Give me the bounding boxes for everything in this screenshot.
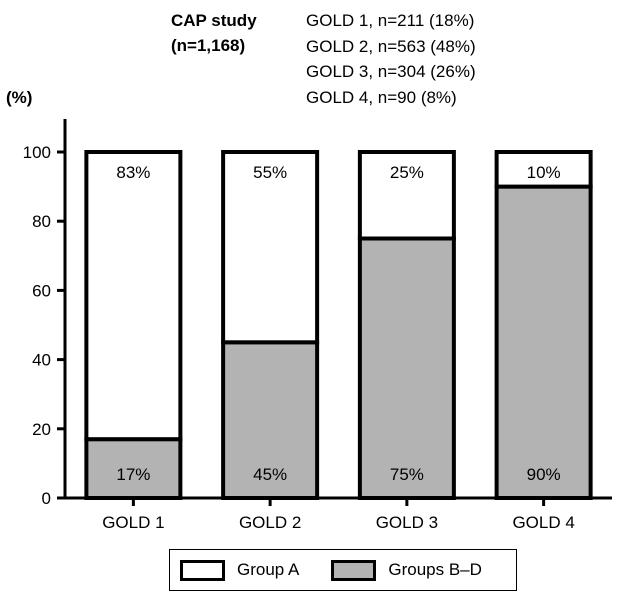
study-title-line1: CAP study bbox=[171, 11, 257, 30]
legend-item-groups-b-d: Groups B–D bbox=[331, 559, 482, 581]
legend: Group A Groups B–D bbox=[169, 549, 517, 591]
group-count-gold2: GOLD 2, n=563 (48%) bbox=[306, 36, 476, 56]
bar-data-label: 45% bbox=[253, 465, 287, 484]
x-tick-label: GOLD 2 bbox=[239, 513, 301, 532]
bar-data-label: 17% bbox=[116, 465, 150, 484]
bar-segment bbox=[221, 150, 320, 345]
legend-swatch-groups-b-d bbox=[331, 559, 377, 581]
bar-segment bbox=[84, 150, 183, 442]
bar-segment bbox=[494, 184, 593, 500]
x-tick-label: GOLD 4 bbox=[512, 513, 574, 532]
y-tick-label: 0 bbox=[42, 489, 51, 508]
y-tick-label: 100 bbox=[23, 143, 51, 162]
bar-segment bbox=[357, 150, 456, 241]
bar-segment bbox=[357, 236, 456, 500]
bar-data-label: 25% bbox=[390, 163, 424, 182]
study-title-line2: (n=1,168) bbox=[171, 36, 246, 55]
group-count-gold4: GOLD 4, n=90 (8%) bbox=[306, 87, 457, 107]
x-tick-label: GOLD 1 bbox=[102, 513, 164, 532]
bar-data-label: 10% bbox=[527, 163, 561, 182]
group-count-gold3: GOLD 3, n=304 (26%) bbox=[306, 62, 476, 81]
legend-item-group-a: Group A bbox=[180, 559, 300, 581]
study-title: CAP study (n=1,168) bbox=[171, 8, 257, 58]
bar-segment bbox=[494, 150, 593, 189]
y-tick-label: 20 bbox=[32, 420, 51, 439]
group-count-gold1: GOLD 1, n=211 (18%) bbox=[306, 11, 475, 30]
legend-label-group-a: Group A bbox=[237, 560, 300, 579]
bar-data-label: 55% bbox=[253, 163, 287, 182]
bar-segment bbox=[221, 340, 320, 500]
legend-label-groups-b-d: Groups B–D bbox=[388, 560, 482, 579]
x-tick-label: GOLD 3 bbox=[376, 513, 438, 532]
y-tick-label: 40 bbox=[32, 351, 51, 370]
bar-data-label: 83% bbox=[116, 163, 150, 182]
legend-swatch-group-a bbox=[180, 559, 225, 581]
bar-data-label: 75% bbox=[390, 465, 424, 484]
y-axis-label: (%) bbox=[6, 88, 33, 107]
bar-data-label: 90% bbox=[527, 465, 561, 484]
group-counts-list: GOLD 1, n=211 (18%) GOLD 2, n=563 (48%) … bbox=[306, 8, 476, 110]
y-tick-label: 60 bbox=[32, 281, 51, 300]
y-tick-label: 80 bbox=[32, 212, 51, 231]
